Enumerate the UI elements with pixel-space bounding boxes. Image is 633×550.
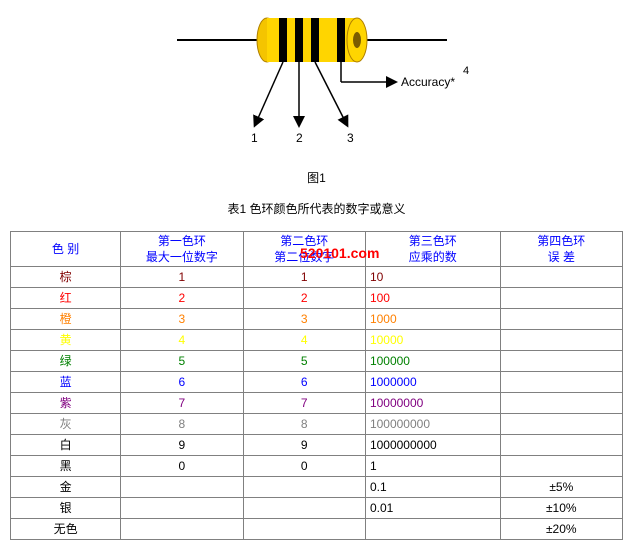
table-row: 金 0.1±5% xyxy=(11,477,623,498)
cell-color-name: 绿 xyxy=(11,351,121,372)
cell-digit1: 4 xyxy=(121,330,243,351)
cell-tolerance xyxy=(500,456,622,477)
cell-multiplier: 100000 xyxy=(365,351,500,372)
cell-digit2: 8 xyxy=(243,414,365,435)
table-row: 紫7710000000 xyxy=(11,393,623,414)
cell-digit2: 0 xyxy=(243,456,365,477)
cell-digit1 xyxy=(121,477,243,498)
cell-digit1: 3 xyxy=(121,309,243,330)
cell-digit2: 7 xyxy=(243,393,365,414)
cell-color-name: 红 xyxy=(11,288,121,309)
header-tolerance: 第四色环误 差 xyxy=(500,232,622,267)
cell-digit1: 2 xyxy=(121,288,243,309)
color-code-table: 色 别 第一色环最大一位数字 第二色环第二位数字 第三色环应乘的数 第四色环误 … xyxy=(10,231,623,540)
table-title: 表1 色环颜色所代表的数字或意义 xyxy=(10,200,623,217)
table-row: 无色 ±20% xyxy=(11,519,623,540)
accuracy-label: Accuracy* xyxy=(401,75,455,89)
cell-digit1: 5 xyxy=(121,351,243,372)
cell-multiplier: 1000000 xyxy=(365,372,500,393)
cell-digit1: 9 xyxy=(121,435,243,456)
header-multiplier: 第三色环应乘的数 xyxy=(365,232,500,267)
cell-tolerance xyxy=(500,351,622,372)
band-label-1: 1 xyxy=(251,131,258,145)
cell-digit1: 0 xyxy=(121,456,243,477)
cell-digit1 xyxy=(121,498,243,519)
resistor-diagram: 1 2 3 Accuracy* 4 图1 xyxy=(10,10,623,186)
cell-tolerance xyxy=(500,393,622,414)
cell-digit1: 7 xyxy=(121,393,243,414)
cell-tolerance xyxy=(500,330,622,351)
table-body: 棕1110红22100橙331000黄4410000绿55100000蓝6610… xyxy=(11,267,623,540)
cell-digit2: 3 xyxy=(243,309,365,330)
cell-digit2: 4 xyxy=(243,330,365,351)
cell-digit1 xyxy=(121,519,243,540)
cell-tolerance: ±10% xyxy=(500,498,622,519)
cell-color-name: 金 xyxy=(11,477,121,498)
cell-multiplier xyxy=(365,519,500,540)
cell-multiplier: 10000000 xyxy=(365,393,500,414)
cell-tolerance: ±20% xyxy=(500,519,622,540)
table-row: 橙331000 xyxy=(11,309,623,330)
table-row: 棕1110 xyxy=(11,267,623,288)
cell-multiplier: 0.1 xyxy=(365,477,500,498)
table-row: 红22100 xyxy=(11,288,623,309)
cell-tolerance: ±5% xyxy=(500,477,622,498)
table-row: 绿55100000 xyxy=(11,351,623,372)
cell-digit2 xyxy=(243,477,365,498)
cell-multiplier: 10000 xyxy=(365,330,500,351)
cell-color-name: 灰 xyxy=(11,414,121,435)
cell-color-name: 白 xyxy=(11,435,121,456)
cell-tolerance xyxy=(500,309,622,330)
cell-digit1: 8 xyxy=(121,414,243,435)
header-digit1: 第一色环最大一位数字 xyxy=(121,232,243,267)
figure-caption: 图1 xyxy=(10,169,623,186)
cell-multiplier: 100000000 xyxy=(365,414,500,435)
cell-tolerance xyxy=(500,288,622,309)
accuracy-exp: 4 xyxy=(463,65,469,77)
cell-multiplier: 10 xyxy=(365,267,500,288)
cell-tolerance xyxy=(500,372,622,393)
cell-digit2: 9 xyxy=(243,435,365,456)
cell-color-name: 棕 xyxy=(11,267,121,288)
cell-digit2: 5 xyxy=(243,351,365,372)
cell-digit2 xyxy=(243,519,365,540)
table-row: 银 0.01±10% xyxy=(11,498,623,519)
band-label-2: 2 xyxy=(296,131,303,145)
header-color: 色 别 xyxy=(11,232,121,267)
table-row: 灰88100000000 xyxy=(11,414,623,435)
cell-multiplier: 1000 xyxy=(365,309,500,330)
cell-digit2 xyxy=(243,498,365,519)
table-row: 蓝661000000 xyxy=(11,372,623,393)
cell-color-name: 银 xyxy=(11,498,121,519)
cell-multiplier: 0.01 xyxy=(365,498,500,519)
cell-color-name: 黑 xyxy=(11,456,121,477)
cell-tolerance xyxy=(500,414,622,435)
cell-color-name: 黄 xyxy=(11,330,121,351)
cell-digit1: 6 xyxy=(121,372,243,393)
cell-digit2: 1 xyxy=(243,267,365,288)
table-row: 白991000000000 xyxy=(11,435,623,456)
table-row: 黄4410000 xyxy=(11,330,623,351)
cell-multiplier: 1000000000 xyxy=(365,435,500,456)
cell-digit1: 1 xyxy=(121,267,243,288)
cell-color-name: 无色 xyxy=(11,519,121,540)
cell-color-name: 蓝 xyxy=(11,372,121,393)
cell-tolerance xyxy=(500,435,622,456)
band-label-3: 3 xyxy=(347,131,354,145)
cell-multiplier: 1 xyxy=(365,456,500,477)
cell-color-name: 紫 xyxy=(11,393,121,414)
cell-multiplier: 100 xyxy=(365,288,500,309)
cell-tolerance xyxy=(500,267,622,288)
cell-color-name: 橙 xyxy=(11,309,121,330)
cell-digit2: 6 xyxy=(243,372,365,393)
table-row: 黑001 xyxy=(11,456,623,477)
resistor-svg: 1 2 3 Accuracy* 4 xyxy=(147,10,487,160)
header-digit2: 第二色环第二位数字 xyxy=(243,232,365,267)
cell-digit2: 2 xyxy=(243,288,365,309)
